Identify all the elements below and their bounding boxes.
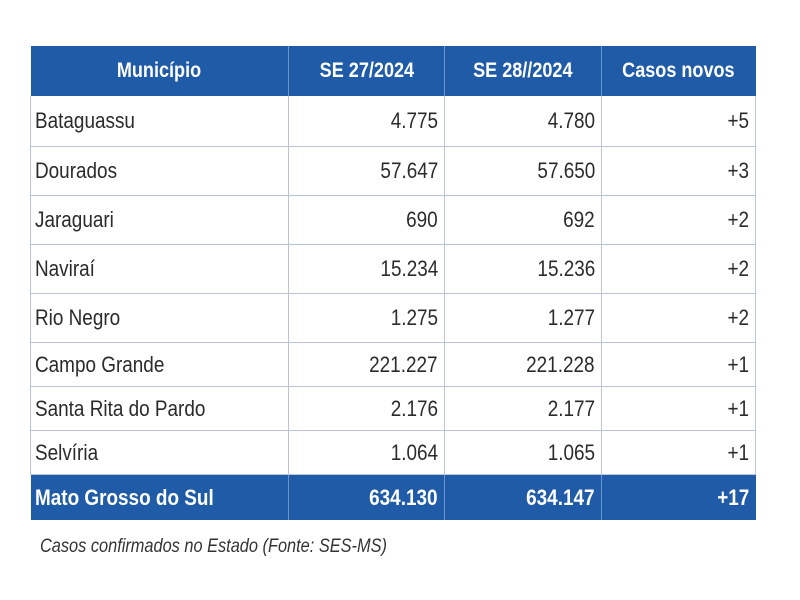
cell-se27: 57.647 [288,146,445,196]
total-se28: 634.147 [444,474,602,520]
cell-municipio: Santa Rita do Pardo [30,386,289,431]
cell-se28: 1.277 [444,293,602,343]
table-row: Bataguassu 4.775 4.780 +5 [30,96,756,147]
cases-table: Município SE 27/2024 SE 28//2024 Casos n… [30,46,756,520]
cell-casos-novos: +2 [601,195,756,245]
cell-se27: 1.275 [288,293,445,343]
cell-se28: 4.780 [444,96,602,147]
cell-municipio: Bataguassu [30,96,289,147]
cell-municipio: Selvíria [30,430,289,475]
table-total-row: Mato Grosso do Sul 634.130 634.147 +17 [30,474,756,520]
table-row: Jaraguari 690 692 +2 [30,195,756,245]
cell-se28: 57.650 [444,146,602,196]
header-se28: SE 28//2024 [444,46,602,96]
header-se27: SE 27/2024 [288,46,445,96]
table-row: Campo Grande 221.227 221.228 +1 [30,342,756,387]
cell-se27: 1.064 [288,430,445,475]
table-caption: Casos confirmados no Estado (Fonte: SES-… [40,536,387,557]
cell-municipio: Dourados [30,146,289,196]
cell-casos-novos: +5 [601,96,756,147]
header-casos-novos: Casos novos [601,46,756,96]
cell-municipio: Jaraguari [30,195,289,245]
cell-se27: 4.775 [288,96,445,147]
cell-se28: 1.065 [444,430,602,475]
cell-se27: 221.227 [288,342,445,387]
cell-se28: 221.228 [444,342,602,387]
cell-se27: 15.234 [288,244,445,294]
cell-municipio: Campo Grande [30,342,289,387]
cell-casos-novos: +3 [601,146,756,196]
table-row: Selvíria 1.064 1.065 +1 [30,430,756,475]
table-row: Rio Negro 1.275 1.277 +2 [30,293,756,343]
total-label: Mato Grosso do Sul [30,474,289,520]
cell-municipio: Naviraí [30,244,289,294]
cell-se28: 2.177 [444,386,602,431]
cell-se27: 690 [288,195,445,245]
cell-se28: 692 [444,195,602,245]
cell-casos-novos: +1 [601,430,756,475]
table-header-row: Município SE 27/2024 SE 28//2024 Casos n… [30,46,756,96]
cell-se28: 15.236 [444,244,602,294]
table-row: Dourados 57.647 57.650 +3 [30,146,756,196]
cell-casos-novos: +1 [601,342,756,387]
cell-se27: 2.176 [288,386,445,431]
header-municipio: Município [30,46,289,96]
table-row: Santa Rita do Pardo 2.176 2.177 +1 [30,386,756,431]
cell-casos-novos: +1 [601,386,756,431]
cell-casos-novos: +2 [601,244,756,294]
total-casos-novos: +17 [601,474,756,520]
table-row: Naviraí 15.234 15.236 +2 [30,244,756,294]
cell-municipio: Rio Negro [30,293,289,343]
cell-casos-novos: +2 [601,293,756,343]
total-se27: 634.130 [288,474,445,520]
